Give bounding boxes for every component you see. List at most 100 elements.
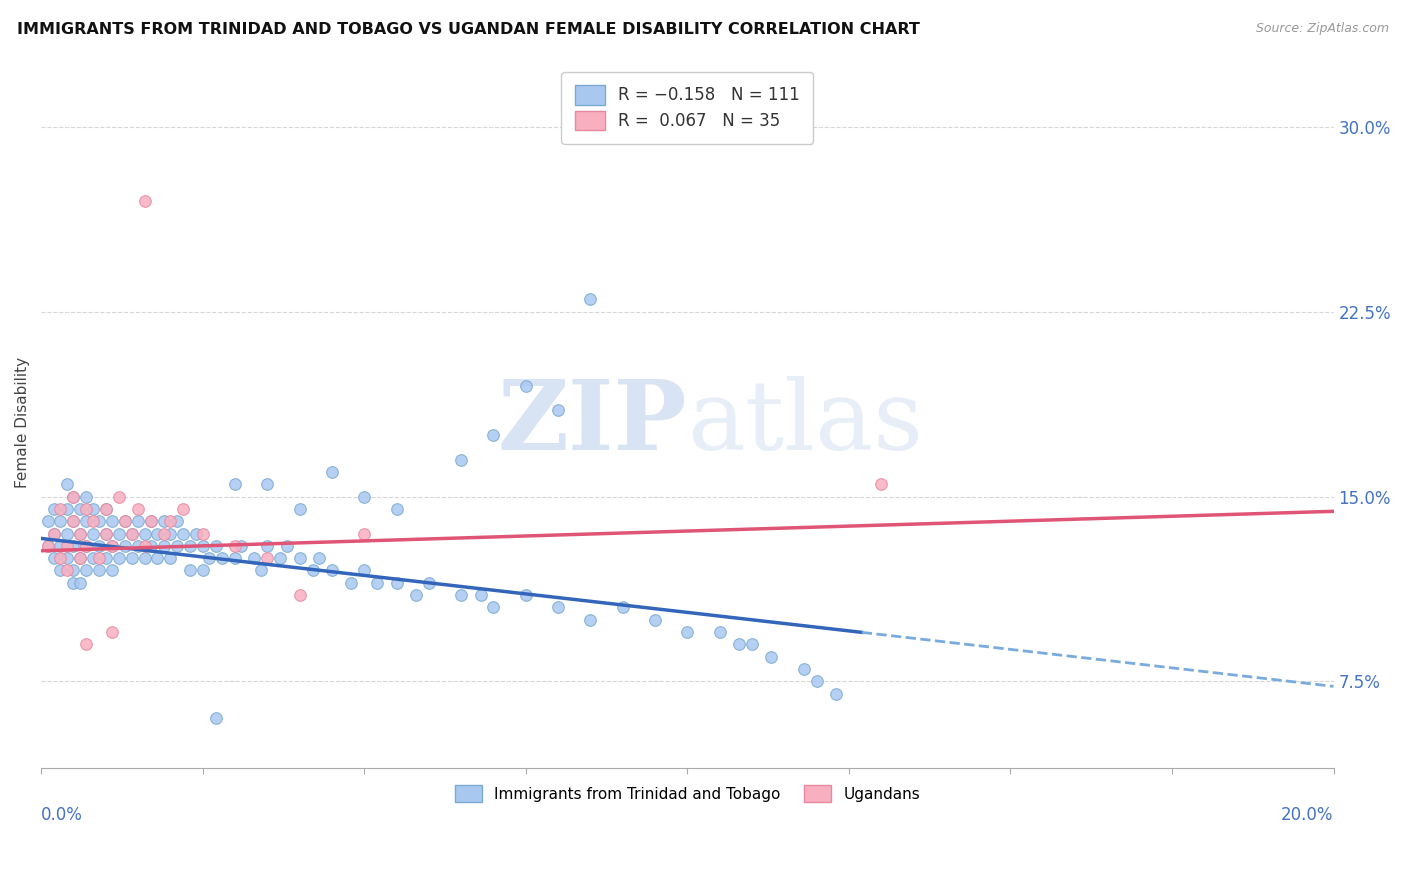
- Point: [75, 514, 97, 528]
- Point: [94, 551, 117, 566]
- Point: [353, 526, 375, 541]
- Point: [825, 687, 848, 701]
- Point: [547, 403, 569, 417]
- Point: [288, 501, 311, 516]
- Point: [256, 539, 278, 553]
- Point: [870, 477, 893, 491]
- Point: [56, 477, 79, 491]
- Point: [94, 501, 117, 516]
- Point: [353, 564, 375, 578]
- Point: [793, 662, 815, 676]
- Point: [62, 575, 84, 590]
- Point: [42, 526, 65, 541]
- Point: [179, 564, 201, 578]
- Point: [37, 539, 59, 553]
- Point: [186, 526, 208, 541]
- Point: [69, 551, 91, 566]
- Y-axis label: Female Disability: Female Disability: [15, 357, 30, 488]
- Point: [56, 539, 79, 553]
- Point: [75, 637, 97, 651]
- Point: [191, 539, 214, 553]
- Text: ZIP: ZIP: [498, 376, 688, 469]
- Point: [37, 514, 59, 528]
- Point: [450, 452, 472, 467]
- Point: [49, 564, 72, 578]
- Point: [75, 539, 97, 553]
- Point: [56, 551, 79, 566]
- Point: [62, 514, 84, 528]
- Legend: Immigrants from Trinidad and Tobago, Ugandans: Immigrants from Trinidad and Tobago, Uga…: [449, 779, 927, 808]
- Point: [385, 575, 408, 590]
- Point: [101, 539, 124, 553]
- Point: [676, 625, 699, 640]
- Point: [231, 539, 253, 553]
- Point: [94, 501, 117, 516]
- Point: [482, 600, 505, 615]
- Point: [153, 514, 176, 528]
- Point: [134, 551, 156, 566]
- Point: [547, 600, 569, 615]
- Point: [579, 293, 602, 307]
- Point: [139, 539, 162, 553]
- Point: [69, 501, 91, 516]
- Point: [256, 551, 278, 566]
- Point: [114, 514, 136, 528]
- Point: [101, 564, 124, 578]
- Point: [166, 514, 188, 528]
- Point: [288, 588, 311, 602]
- Point: [250, 564, 273, 578]
- Point: [612, 600, 634, 615]
- Point: [107, 490, 129, 504]
- Point: [62, 490, 84, 504]
- Point: [56, 526, 79, 541]
- Point: [198, 551, 221, 566]
- Point: [153, 526, 176, 541]
- Point: [42, 551, 65, 566]
- Point: [211, 551, 233, 566]
- Point: [101, 539, 124, 553]
- Point: [709, 625, 731, 640]
- Point: [224, 539, 246, 553]
- Text: 0.0%: 0.0%: [41, 805, 83, 823]
- Point: [159, 514, 181, 528]
- Point: [256, 477, 278, 491]
- Point: [146, 526, 169, 541]
- Point: [89, 551, 111, 566]
- Point: [127, 501, 149, 516]
- Point: [121, 526, 143, 541]
- Point: [121, 551, 143, 566]
- Point: [340, 575, 363, 590]
- Point: [49, 514, 72, 528]
- Point: [49, 501, 72, 516]
- Text: Source: ZipAtlas.com: Source: ZipAtlas.com: [1256, 22, 1389, 36]
- Point: [179, 539, 201, 553]
- Point: [321, 465, 343, 479]
- Point: [134, 526, 156, 541]
- Point: [121, 526, 143, 541]
- Point: [107, 551, 129, 566]
- Point: [89, 564, 111, 578]
- Point: [301, 564, 323, 578]
- Point: [741, 637, 763, 651]
- Point: [159, 526, 181, 541]
- Point: [75, 539, 97, 553]
- Point: [644, 613, 666, 627]
- Point: [127, 514, 149, 528]
- Point: [49, 539, 72, 553]
- Point: [134, 539, 156, 553]
- Point: [114, 514, 136, 528]
- Point: [69, 526, 91, 541]
- Text: atlas: atlas: [688, 376, 924, 469]
- Point: [405, 588, 427, 602]
- Point: [166, 539, 188, 553]
- Point: [139, 514, 162, 528]
- Point: [366, 575, 388, 590]
- Point: [482, 428, 505, 442]
- Point: [806, 674, 828, 689]
- Point: [75, 501, 97, 516]
- Point: [470, 588, 492, 602]
- Point: [276, 539, 298, 553]
- Point: [134, 194, 156, 208]
- Point: [127, 539, 149, 553]
- Point: [101, 625, 124, 640]
